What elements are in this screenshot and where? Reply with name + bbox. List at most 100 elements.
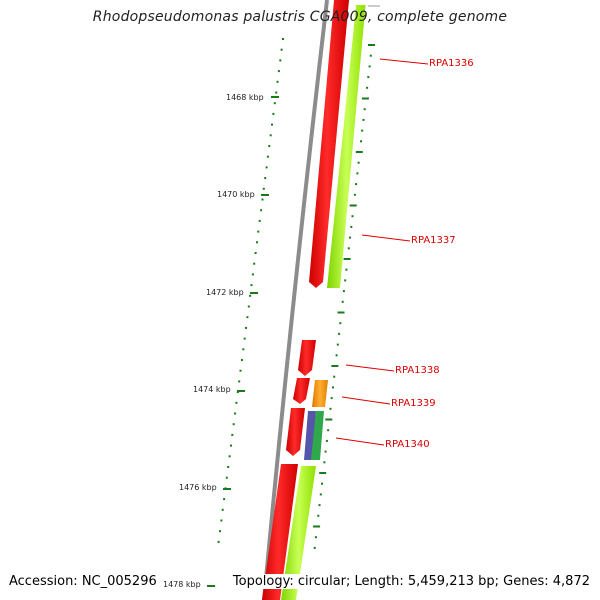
minor-tick [351, 215, 354, 218]
minor-tick [253, 262, 256, 265]
minor-tick [217, 540, 220, 543]
minor-tick [344, 279, 347, 282]
gene-feature-red-2[interactable] [298, 340, 316, 376]
gene-feature-green-bottom[interactable] [281, 466, 316, 600]
gene-RPA1336-reverse-feature[interactable] [327, 0, 366, 288]
minor-tick [349, 236, 351, 239]
minor-tick [338, 332, 341, 335]
minor-ticks [217, 38, 375, 549]
minor-tick [347, 247, 350, 250]
minor-tick [324, 450, 327, 453]
tick-label: 1476 kbp [179, 483, 217, 492]
accession-text: Accession: NC_005296 [7, 574, 159, 589]
minor-tick [335, 354, 338, 357]
gene-label[interactable]: RPA1337 [411, 235, 456, 246]
minor-tick [313, 546, 316, 549]
minor-tick [236, 391, 239, 394]
gene-labels: RPA1336 RPA1337 RPA1338 RPA1339 RPA1340 [385, 58, 474, 450]
minor-tick [257, 230, 260, 233]
minor-tick [321, 482, 323, 485]
gene-RPA1339-feature[interactable] [312, 380, 328, 407]
minor-tick [276, 80, 279, 83]
gene-feature-red-5[interactable] [262, 464, 298, 600]
minor-tick [240, 359, 243, 361]
minor-tick [219, 530, 221, 533]
gene-label[interactable]: RPA1338 [395, 365, 440, 376]
minor-tick [280, 48, 283, 51]
minor-tick [279, 59, 282, 62]
minor-tick [319, 493, 322, 496]
minor-tick [268, 145, 271, 147]
minor-tick [339, 322, 342, 325]
gene-RPA1340-feature-green[interactable] [311, 411, 324, 460]
minor-tick [366, 86, 369, 89]
minor-tick [275, 91, 278, 94]
minor-tick [231, 433, 234, 436]
minor-tick [369, 54, 372, 57]
minor-tick [368, 44, 375, 46]
gene-label[interactable]: RPA1336 [429, 58, 474, 69]
minor-tick [221, 508, 224, 511]
gene-feature-red-4[interactable] [286, 408, 305, 456]
tick-mark [250, 292, 258, 294]
minor-tick [234, 412, 237, 415]
minor-tick [266, 155, 269, 158]
gene-label[interactable]: RPA1339 [391, 398, 436, 409]
minor-tick [246, 316, 249, 319]
minor-tick [314, 536, 317, 539]
minor-tick [356, 172, 359, 175]
minor-tick [269, 134, 272, 137]
minor-tick [227, 466, 230, 468]
minor-tick [330, 397, 333, 400]
backbone-line [262, 0, 329, 600]
minor-tick [272, 112, 275, 115]
minor-tick [327, 429, 330, 432]
minor-tick [258, 219, 261, 222]
minor-tick [331, 365, 339, 367]
minor-tick [271, 123, 273, 126]
minor-tick [232, 423, 235, 426]
minor-tick [363, 108, 366, 111]
minor-tick [243, 337, 246, 340]
minor-tick [282, 38, 284, 40]
minor-tick [251, 273, 254, 276]
minor-tick [345, 268, 348, 271]
gene-RPA1336-feature[interactable] [309, 0, 349, 288]
reverse-strand [281, 0, 380, 600]
major-ticks: 1468 kbp 1470 kbp 1472 kbp 1474 kbp 1476… [163, 93, 279, 589]
white-cap [350, 0, 366, 5]
minor-tick [277, 70, 280, 73]
minor-tick [256, 241, 258, 244]
minor-tick [350, 225, 353, 228]
tick-label: 1468 kbp [226, 93, 264, 102]
minor-tick [342, 290, 345, 293]
minor-tick [317, 514, 320, 517]
minor-tick [250, 284, 253, 287]
gene-feature-red-3[interactable] [293, 378, 310, 404]
minor-tick [361, 129, 364, 132]
label-leaders [335, 58, 429, 446]
minor-tick [332, 386, 334, 389]
minor-tick [264, 177, 267, 180]
minor-tick [238, 380, 241, 383]
minor-tick [249, 294, 252, 297]
minor-tick [360, 140, 362, 143]
minor-tick [245, 326, 247, 329]
tick-mark [207, 585, 215, 587]
minor-tick [261, 198, 264, 201]
minor-tick [228, 455, 231, 458]
gene-label[interactable]: RPA1340 [385, 439, 430, 450]
tick-label: 1472 kbp [206, 288, 244, 297]
minor-tick [262, 187, 265, 190]
minor-tick [355, 151, 363, 153]
forward-strand [262, 0, 349, 600]
tick-mark [237, 390, 245, 392]
tick-mark [271, 96, 279, 98]
minor-tick [318, 504, 321, 507]
tick-mark [223, 488, 231, 490]
minor-tick [329, 407, 332, 410]
minor-tick [333, 375, 336, 378]
minor-tick [343, 258, 351, 260]
minor-tick [319, 472, 327, 474]
minor-tick [223, 498, 226, 501]
